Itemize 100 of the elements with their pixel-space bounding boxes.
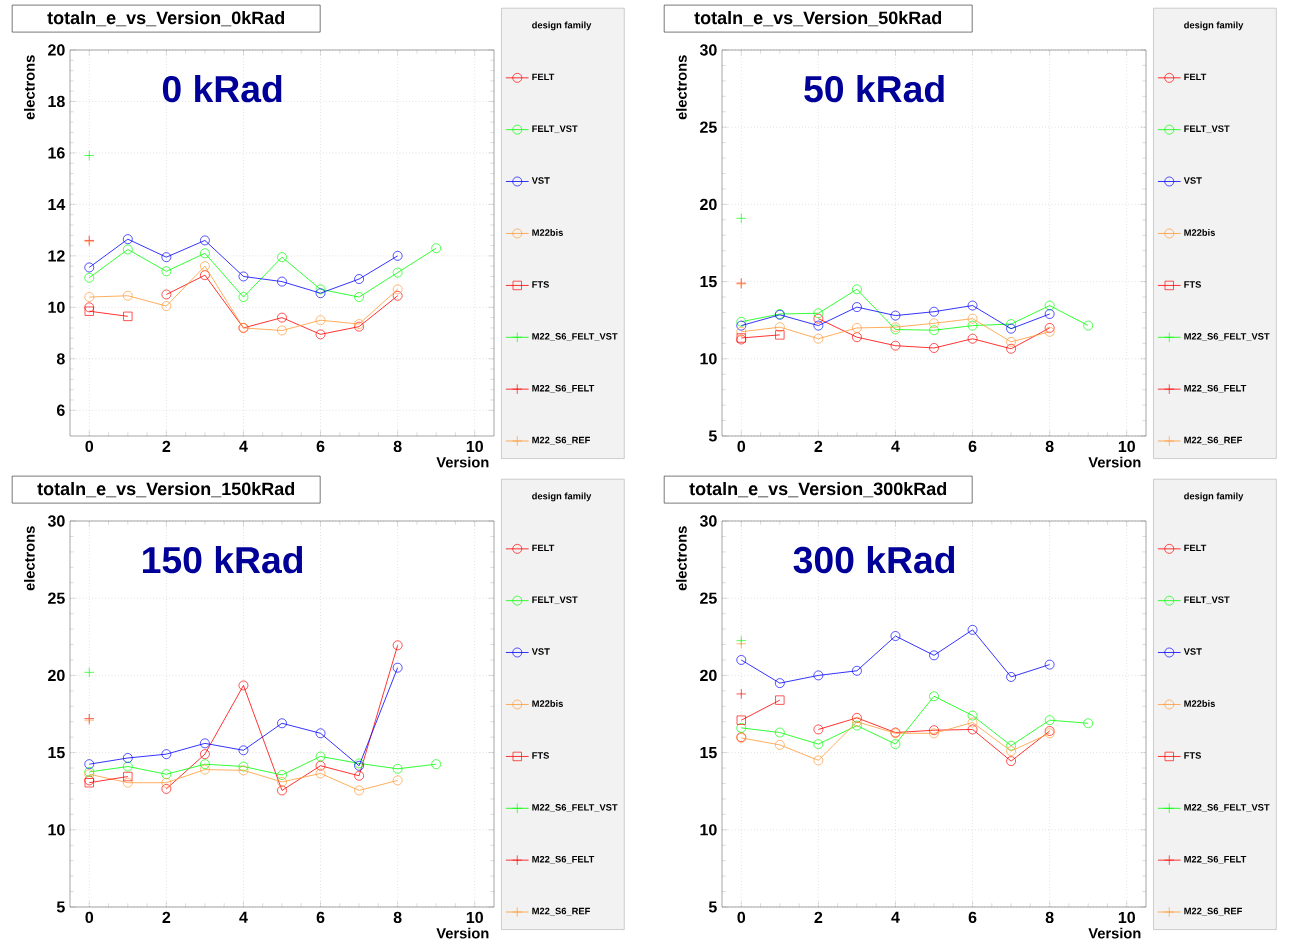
x-tick-label: 4 [239,440,248,452]
annotation: 150 kRad [143,545,303,574]
legend-label: M22bis [1184,229,1215,236]
y-axis-title: electrons [23,55,35,120]
y-tick-label: 30 [699,44,717,56]
y-tick-label: 15 [700,276,717,288]
x-tick-label: 10 [1118,911,1135,924]
y-tick-label: 18 [48,95,65,108]
x-tick-label: 8 [393,440,402,453]
legend-label: M22_S6_FELT [1184,384,1247,393]
x-tick-label: 2 [162,911,171,923]
y-tick-label: 5 [708,901,717,913]
x-tick-label: 10 [466,911,483,924]
x-tick-label: 2 [814,440,823,452]
legend-label: FELT [532,73,555,81]
legend-label: FELT [1184,73,1207,81]
legend-label: M22_S6_REF [1184,436,1242,445]
y-tick-label: 25 [700,121,717,133]
legend-label: M22bis [532,229,563,236]
x-axis-title: Version [1088,456,1141,468]
x-tick-label: 0 [85,911,94,924]
legend-label: VST [1183,648,1202,655]
y-axis-title: electrons [676,55,687,120]
y-tick-label: 16 [48,147,65,159]
y-tick-label: 30 [699,515,717,527]
y-tick-label: 15 [48,747,65,759]
y-tick-label: 25 [700,592,717,604]
y-tick-label: 20 [700,669,717,682]
y-tick-label: 25 [48,592,65,604]
x-tick-label: 8 [1045,440,1054,453]
legend-label: M22_S6_FELT_VST [1184,333,1270,341]
legend-label: M22bis [532,700,563,707]
legend-label: M22_S6_REF [532,436,590,445]
x-tick-label: 10 [466,440,483,453]
x-tick-label: 10 [1118,440,1135,453]
legend-title: design family [532,492,592,502]
legend-label: M22_S6_FELT_VST [1184,804,1270,812]
legend-label: FELT [1184,544,1207,552]
legend-label: M22bis [1184,700,1215,707]
y-tick-label: 6 [56,404,65,416]
x-tick-label: 6 [316,440,325,453]
x-axis-title: Version [436,456,489,468]
legend-label: VST [531,648,550,655]
legend-label: FELT_VST [532,125,578,134]
x-tick-label: 4 [239,911,248,923]
y-tick-label: 15 [700,747,717,759]
y-tick-label: 10 [48,824,65,836]
x-tick-label: 0 [737,440,746,453]
legend-label: M22_S6_REF [532,907,590,916]
y-tick-label: 20 [48,669,65,682]
x-tick-label: 0 [85,440,94,453]
x-tick-label: 8 [393,911,402,924]
y-tick-label: 5 [56,901,65,913]
legend-title: design family [1184,492,1244,502]
legend-label: M22_S6_FELT [532,384,595,393]
annotation: 300 kRad [793,545,955,574]
chart-title: totaln_e_vs_Version_150kRad [37,481,295,498]
y-axis-title: electrons [23,526,35,591]
y-tick-label: 8 [56,353,65,365]
y-tick-label: 20 [700,198,717,211]
x-tick-label: 4 [891,911,900,923]
x-axis-title: Version [436,927,489,939]
y-tick-label: 10 [48,301,65,313]
legend-label: FTS [532,281,549,288]
legend-title: design family [1184,21,1244,31]
x-tick-label: 4 [891,440,900,452]
y-tick-label: 14 [48,198,66,210]
chart-title: totaln_e_vs_Version_0kRad [47,10,285,27]
legend-label: VST [1183,177,1202,184]
legend-label: FELT_VST [532,596,578,605]
legend-label: M22_S6_FELT [1184,855,1247,864]
x-axis-title: Version [1088,927,1141,939]
y-tick-label: 5 [708,430,717,442]
x-tick-label: 2 [814,911,823,923]
legend-label: FELT_VST [1184,596,1230,605]
x-tick-label: 6 [316,911,325,924]
legend-label: M22_S6_REF [1184,907,1242,916]
y-tick-label: 30 [47,515,65,527]
chart-title: totaln_e_vs_Version_50kRad [694,10,942,27]
legend-label: VST [531,177,550,184]
chart-title: totaln_e_vs_Version_300kRad [689,481,947,498]
legend-label: M22_S6_FELT [532,855,595,864]
x-tick-label: 6 [968,440,977,453]
x-tick-label: 8 [1045,911,1054,924]
legend-title: design family [532,21,592,31]
x-tick-label: 0 [737,911,746,924]
annotation: 0 kRad [162,74,282,103]
legend-label: M22_S6_FELT_VST [532,333,618,341]
y-tick-label: 10 [700,824,717,836]
legend-label: FTS [1184,752,1201,759]
y-tick-label: 12 [48,250,65,262]
legend-label: FTS [532,752,549,759]
y-axis-title: electrons [676,526,687,591]
x-tick-label: 2 [162,440,171,452]
legend-label: FELT [532,544,555,552]
legend-label: FTS [1184,281,1201,288]
y-tick-label: 20 [48,44,65,56]
legend-label: FELT_VST [1184,125,1230,134]
annotation: 50 kRad [804,74,944,103]
x-tick-label: 6 [968,911,977,924]
